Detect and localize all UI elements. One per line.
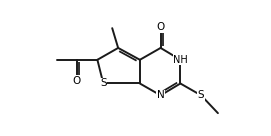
Text: O: O [156,22,165,32]
Text: NH: NH [173,55,188,65]
Text: O: O [73,75,81,86]
Text: S: S [100,78,107,89]
Text: S: S [198,90,204,100]
Text: N: N [157,90,164,100]
